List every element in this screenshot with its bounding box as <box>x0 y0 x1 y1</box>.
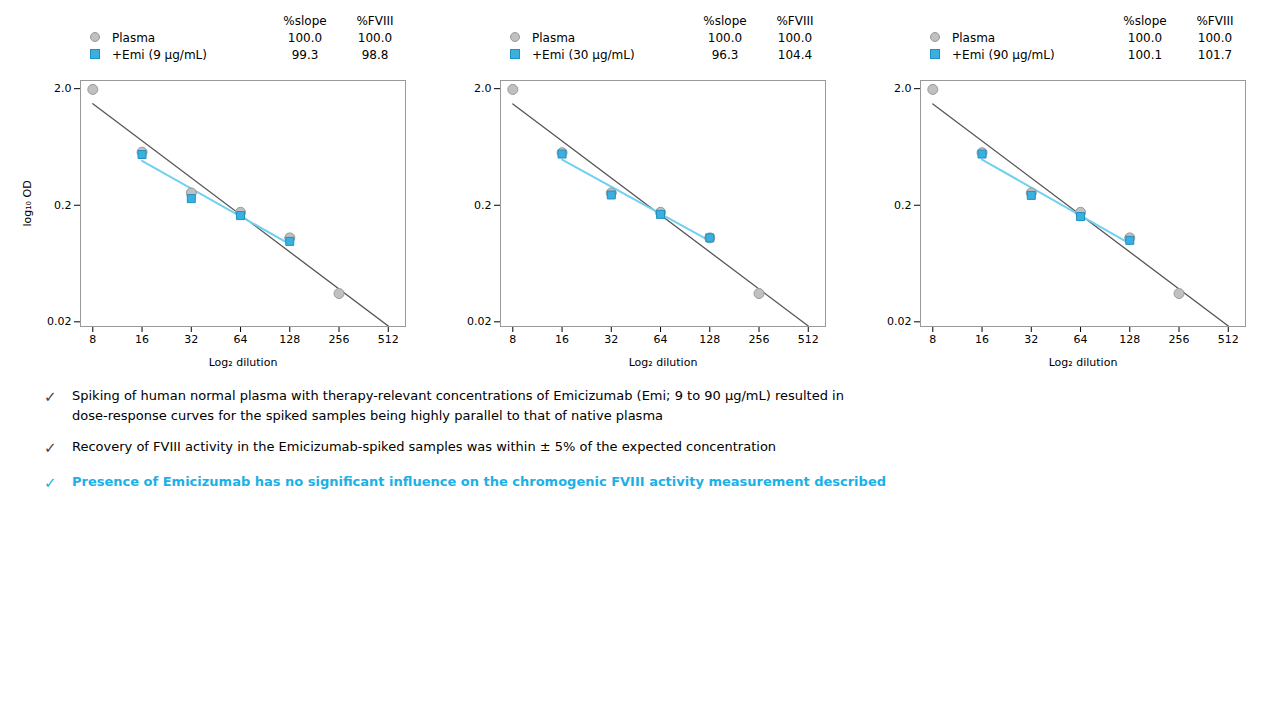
html-text:%FVIII: %FVIII <box>356 14 394 28</box>
html-text:100.0: 100.0 <box>287 31 323 45</box>
html-text:%slope: %slope <box>283 14 327 28</box>
html-text:Spiking of human normal plasma: Spiking of human normal plasma with ther… <box>72 388 844 403</box>
svg-text:64: 64 <box>1074 333 1088 346</box>
svg-text:512: 512 <box>798 333 819 346</box>
html-text:Plasma: Plasma <box>112 31 156 45</box>
svg-text:0.2: 0.2 <box>54 199 72 212</box>
svg-text:2.0: 2.0 <box>894 82 912 95</box>
svg-text:64: 64 <box>234 333 248 346</box>
svg-text:2.0: 2.0 <box>54 82 72 95</box>
svg-text:128: 128 <box>279 333 300 346</box>
html-text:+Emi (9 µg/mL): +Emi (9 µg/mL) <box>112 48 207 62</box>
html-text:%FVIII: %FVIII <box>776 14 814 28</box>
svg-text:128: 128 <box>1119 333 1140 346</box>
html-text:100.0: 100.0 <box>1197 31 1233 45</box>
svg-text:256: 256 <box>329 333 350 346</box>
svg-text:0.02: 0.02 <box>47 315 72 328</box>
svg-text:8: 8 <box>929 333 936 346</box>
html-text:Recovery of FVIII activity in: Recovery of FVIII activity in the Emiciz… <box>72 439 777 454</box>
svg-text:0.2: 0.2 <box>474 199 492 212</box>
svg-text:8: 8 <box>89 333 96 346</box>
svg-text:8: 8 <box>509 333 516 346</box>
svg-text:log₁₀ OD: log₁₀ OD <box>21 180 34 226</box>
svg-text:32: 32 <box>184 333 198 346</box>
html-text:Plasma: Plasma <box>952 31 996 45</box>
html-text:%FVIII: %FVIII <box>1196 14 1234 28</box>
svg-text:16: 16 <box>135 333 149 346</box>
html-text:100.0: 100.0 <box>707 31 743 45</box>
html-text:99.3: 99.3 <box>291 48 319 62</box>
svg-text:512: 512 <box>378 333 399 346</box>
html-text:100.0: 100.0 <box>1127 31 1163 45</box>
svg-text:0.02: 0.02 <box>887 315 912 328</box>
html-text:100.0: 100.0 <box>777 31 813 45</box>
svg-text:32: 32 <box>1024 333 1038 346</box>
html-text:dose-response curves for the s: dose-response curves for the spiked samp… <box>72 407 663 423</box>
svg-text:0.02: 0.02 <box>467 315 492 328</box>
svg-text:2.0: 2.0 <box>474 82 492 95</box>
html-text:Plasma: Plasma <box>532 31 576 45</box>
svg-text:16: 16 <box>555 333 569 346</box>
svg-text:64: 64 <box>654 333 668 346</box>
svg-text:Log₂ dilution: Log₂ dilution <box>1049 356 1118 369</box>
svg-text:128: 128 <box>699 333 720 346</box>
svg-text:Log₂ dilution: Log₂ dilution <box>629 356 698 369</box>
html-text:%slope: %slope <box>703 14 747 28</box>
html-text:Presence of Emicizumab has no: Presence of Emicizumab has no significan… <box>72 473 886 489</box>
html-text:%slope: %slope <box>1123 14 1167 28</box>
svg-text:256: 256 <box>1169 333 1190 346</box>
html-text:101.7: 101.7 <box>1197 48 1233 62</box>
svg-text:Log₂ dilution: Log₂ dilution <box>209 356 278 369</box>
html-text:+Emi (90 µg/mL): +Emi (90 µg/mL) <box>952 48 1055 62</box>
html-text:96.3: 96.3 <box>711 48 739 62</box>
html-text:100.1: 100.1 <box>1127 48 1163 62</box>
html-text:98.8: 98.8 <box>361 48 389 62</box>
svg-text:16: 16 <box>975 333 989 346</box>
html-text:104.4: 104.4 <box>777 48 813 62</box>
html-text:+Emi (30 µg/mL): +Emi (30 µg/mL) <box>532 48 635 62</box>
svg-text:512: 512 <box>1218 333 1239 346</box>
html-text:100.0: 100.0 <box>357 31 393 45</box>
svg-text:256: 256 <box>749 333 770 346</box>
svg-text:32: 32 <box>604 333 618 346</box>
svg-text:0.2: 0.2 <box>894 199 912 212</box>
